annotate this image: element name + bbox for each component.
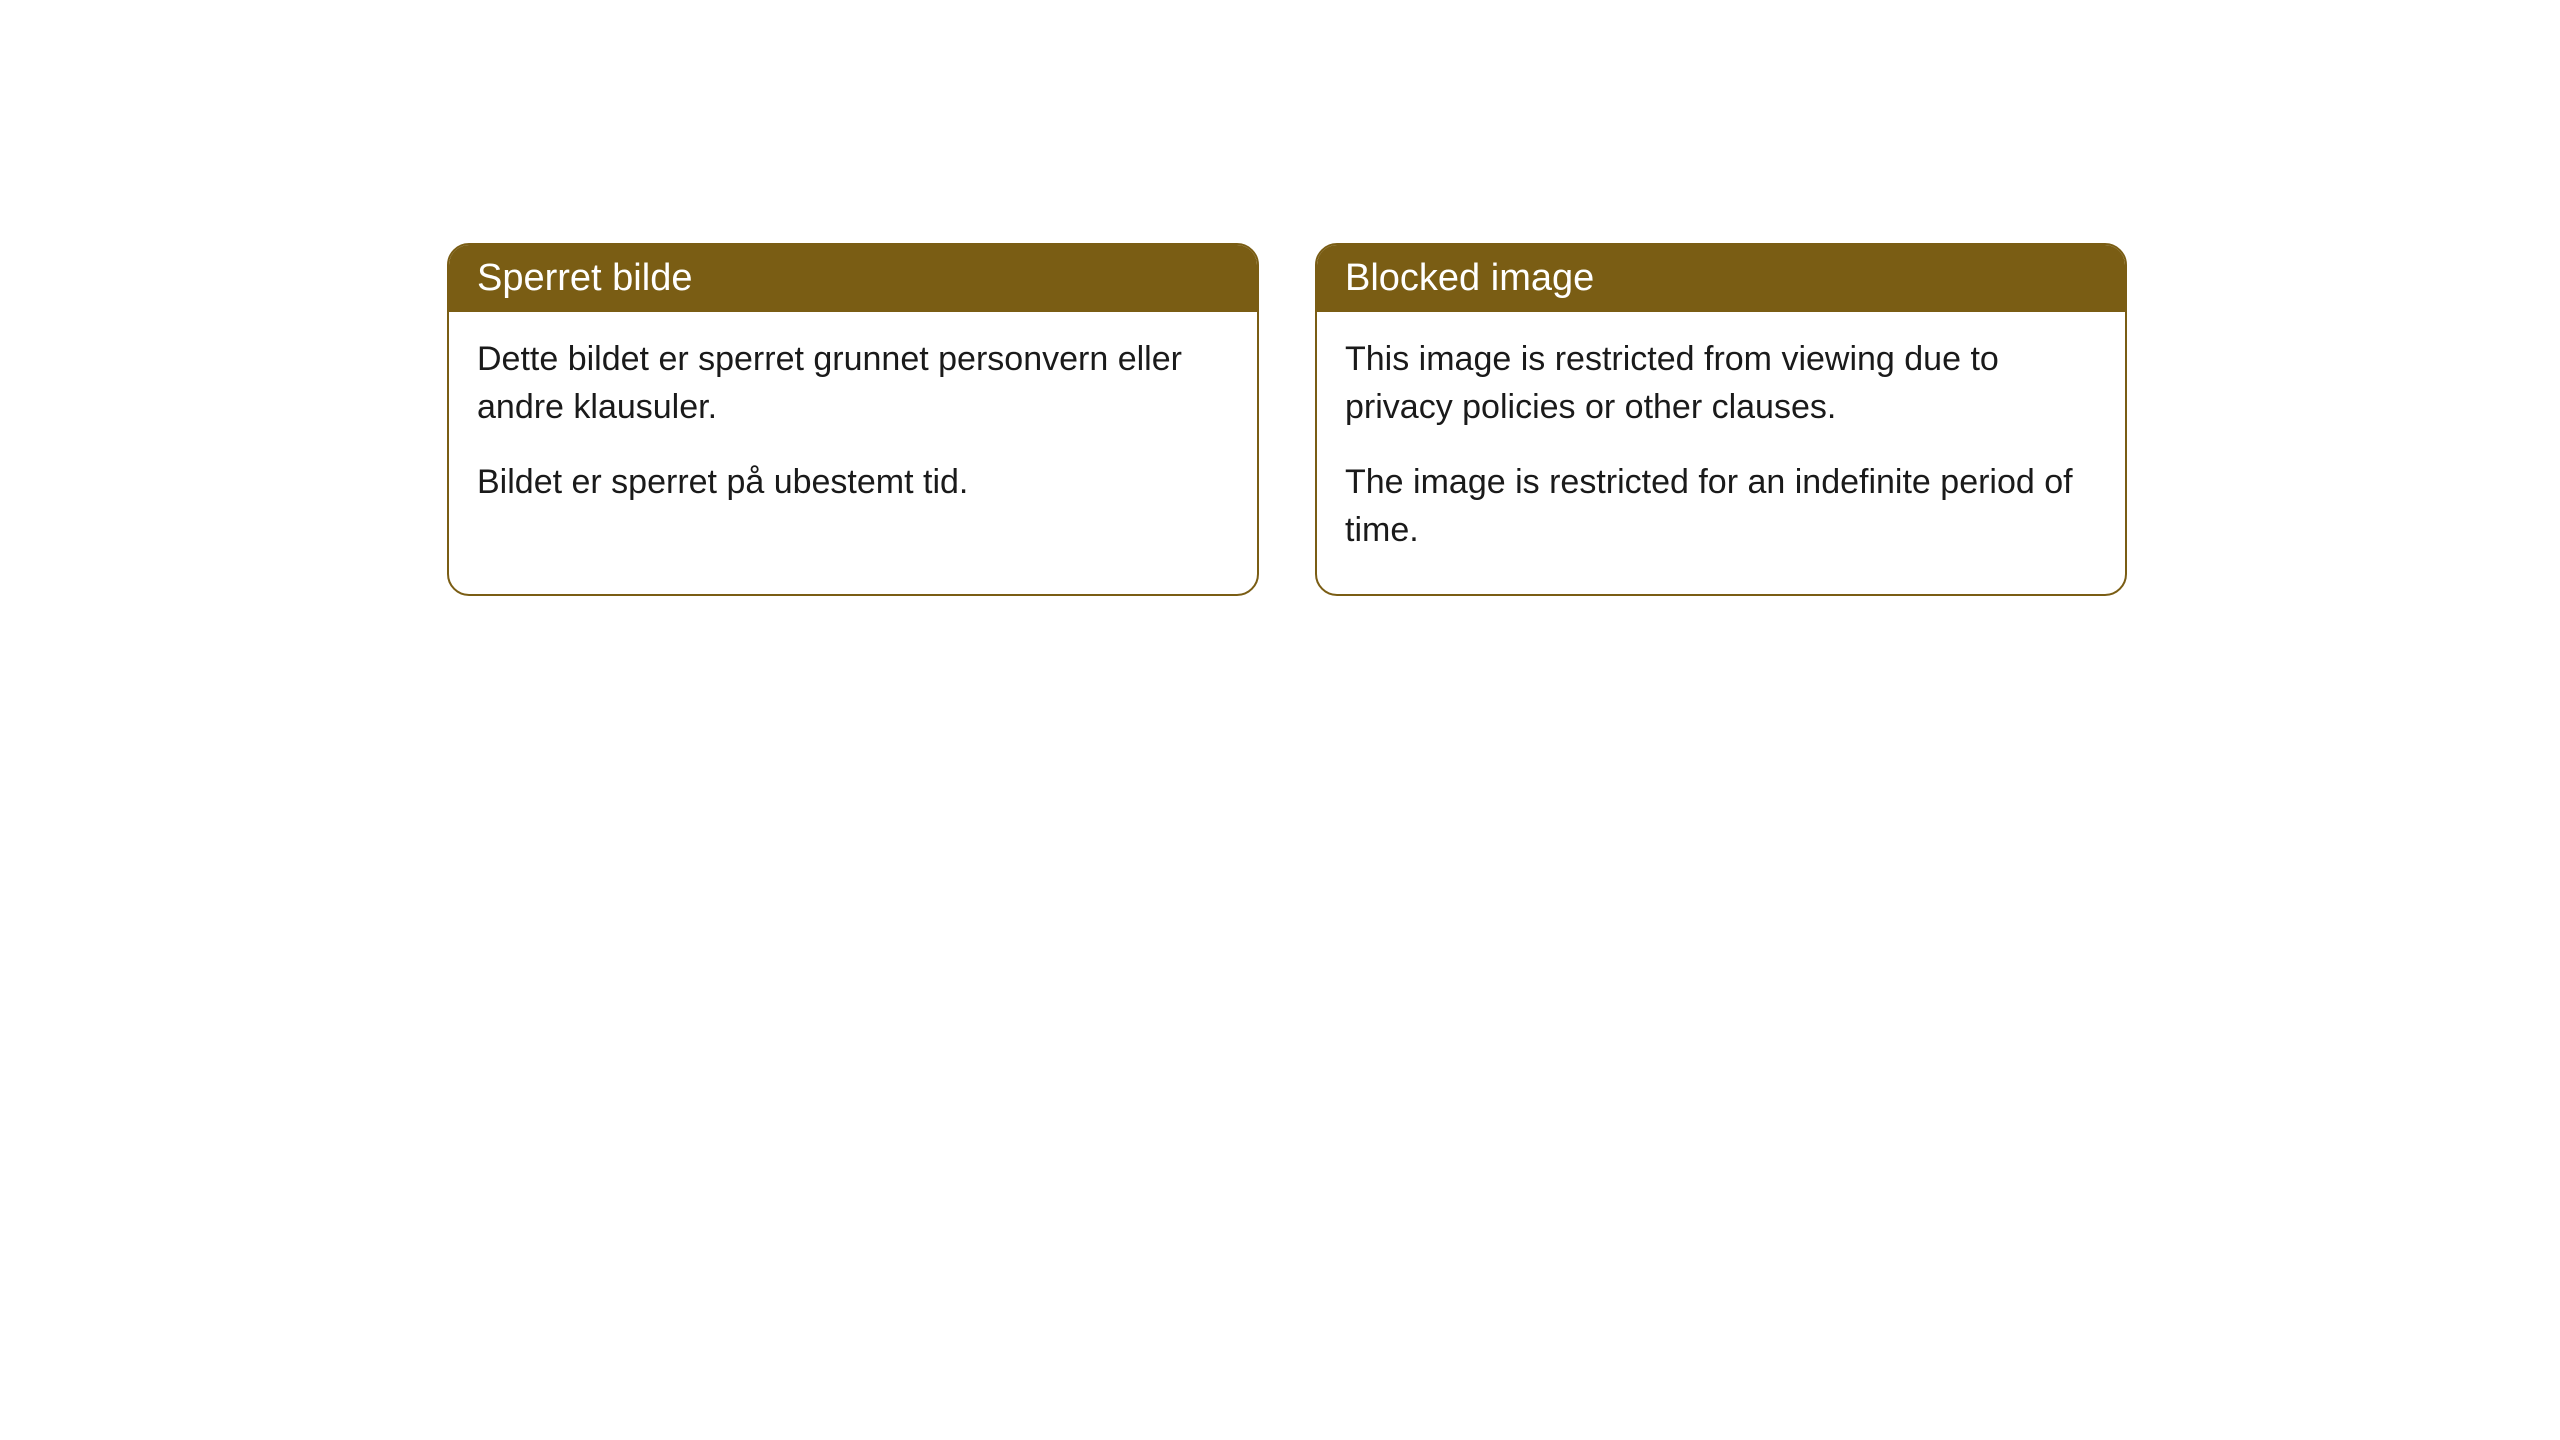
notice-container: Sperret bilde Dette bildet er sperret gr… <box>447 243 2127 596</box>
notice-paragraph-1-english: This image is restricted from viewing du… <box>1345 336 2097 431</box>
notice-card-norwegian: Sperret bilde Dette bildet er sperret gr… <box>447 243 1259 596</box>
notice-header-norwegian: Sperret bilde <box>449 245 1257 312</box>
notice-paragraph-1-norwegian: Dette bildet er sperret grunnet personve… <box>477 336 1229 431</box>
notice-paragraph-2-norwegian: Bildet er sperret på ubestemt tid. <box>477 459 1229 507</box>
notice-card-english: Blocked image This image is restricted f… <box>1315 243 2127 596</box>
notice-body-english: This image is restricted from viewing du… <box>1317 312 2125 594</box>
notice-body-norwegian: Dette bildet er sperret grunnet personve… <box>449 312 1257 547</box>
notice-title-norwegian: Sperret bilde <box>477 257 692 299</box>
notice-title-english: Blocked image <box>1345 257 1594 299</box>
notice-paragraph-2-english: The image is restricted for an indefinit… <box>1345 459 2097 554</box>
notice-header-english: Blocked image <box>1317 245 2125 312</box>
